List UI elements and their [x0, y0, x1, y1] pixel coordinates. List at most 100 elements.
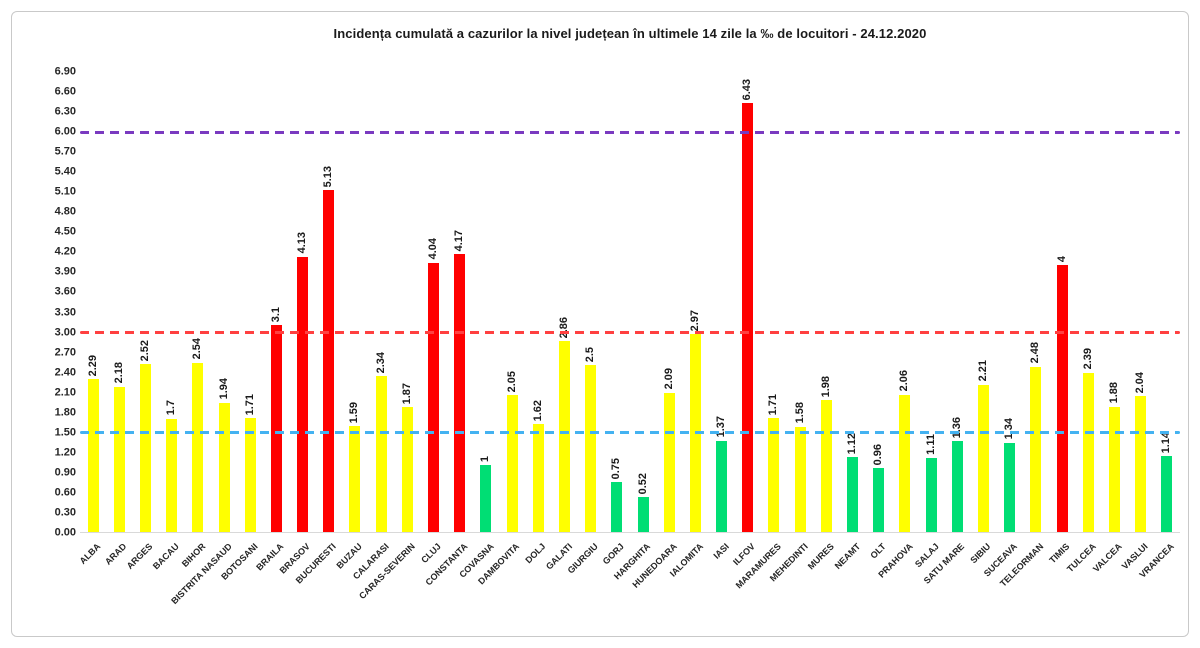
- bar-value-label: 2.97: [688, 309, 701, 331]
- x-cell: VRANCEA: [1138, 533, 1180, 643]
- bar: [1030, 366, 1042, 532]
- bar: [192, 362, 204, 532]
- y-axis-tick-label: 1.80: [54, 406, 76, 419]
- bar-cell: 0.96: [866, 72, 892, 532]
- x-cell: BRAILA: [255, 533, 289, 643]
- bar-value-label: 1.71: [243, 393, 256, 415]
- bar-cell: 2.97: [682, 72, 708, 532]
- x-cell: DAMBOVITA: [476, 533, 525, 643]
- bar-cell: 1.58: [787, 72, 813, 532]
- bar: [742, 103, 754, 532]
- bar: [716, 440, 728, 532]
- x-cell: COVASNA: [457, 533, 499, 643]
- x-cell: IASI: [709, 533, 735, 643]
- x-cell: VALCEA: [1091, 533, 1127, 643]
- x-cell: CLUJ: [419, 533, 446, 643]
- bar: [794, 426, 806, 532]
- bar-cell: 1.12: [839, 72, 865, 532]
- y-axis-tick-label: 0.60: [54, 486, 76, 499]
- x-cell: TIMIS: [1047, 533, 1075, 643]
- x-cell: HUNEDOARA: [630, 533, 682, 643]
- plot-area: 2.29 2.18 2.52 1.7 2.54 1.94 1.71 3.1 4.13 5.13 1.…: [80, 72, 1180, 533]
- threshold-line: [80, 430, 1180, 434]
- x-axis-category-label: IASI: [711, 541, 731, 561]
- bar-cell: 3.1: [263, 72, 289, 532]
- bar-value-label: 2.29: [86, 354, 99, 377]
- threshold-line: [80, 330, 1180, 334]
- bar-value-label: 1.36: [950, 416, 963, 439]
- x-axis: ALBA ARAD ARGES BACAU BIHOR BISTRITA NASAUD BO…: [78, 533, 1180, 643]
- bar-value-label: 2.39: [1081, 348, 1094, 370]
- y-axis-tick-label: 0.30: [54, 506, 76, 519]
- bar-value-label: 0.75: [610, 457, 623, 479]
- x-cell: ALBA: [78, 533, 106, 643]
- x-axis-category-label: TIMIS: [1047, 541, 1072, 566]
- bar-value-label: 2.05: [505, 370, 518, 393]
- bar: [1056, 265, 1068, 532]
- bar-cell: 1.34: [997, 72, 1023, 532]
- bar-value-label: 4.13: [296, 232, 309, 254]
- bar-cell: 2.05: [499, 72, 525, 532]
- bar-cell: 4.04: [420, 72, 446, 532]
- x-cell: BISTRITA NASAUD: [169, 533, 237, 643]
- bar-cell: 1.11: [918, 72, 944, 532]
- y-axis-tick-label: 3.60: [54, 285, 76, 298]
- y-axis-tick-label: 5.10: [54, 185, 76, 198]
- bar-cell: 6.43: [735, 72, 761, 532]
- bar-value-label: 1.71: [767, 393, 780, 415]
- y-axis-tick-label: 6.90: [54, 65, 76, 78]
- x-axis-category-label: CLUJ: [419, 541, 443, 565]
- bar-cell: 2.04: [1128, 72, 1154, 532]
- bar-value-label: 2.54: [191, 338, 204, 360]
- y-axis-tick-label: 5.40: [54, 165, 76, 178]
- bar: [1108, 406, 1120, 532]
- x-cell: MURES: [806, 533, 839, 643]
- y-axis-tick-label: 5.70: [54, 145, 76, 158]
- x-cell: PRAHOVA: [876, 533, 918, 643]
- y-axis-tick-label: 0.90: [54, 466, 76, 479]
- bar-cell: 1: [473, 72, 499, 532]
- chart-title: Incidența cumulată a cazurilor la nivel …: [333, 26, 927, 41]
- x-cell: GIURGIU: [566, 533, 604, 643]
- bar-cell: 1.62: [525, 72, 551, 532]
- x-cell: BOTOSANI: [219, 533, 263, 643]
- x-cell: MARAMURES: [734, 533, 787, 643]
- bar-cell: 2.06: [892, 72, 918, 532]
- y-axis-tick-label: 1.50: [54, 426, 76, 439]
- bar: [663, 392, 675, 532]
- y-axis-tick-label: 6.00: [54, 125, 76, 138]
- bar: [768, 418, 780, 532]
- bar-cell: 2.21: [970, 72, 996, 532]
- x-cell: OLT: [866, 533, 892, 643]
- bar-cell: 2.5: [578, 72, 604, 532]
- bar-cell: 2.52: [132, 72, 158, 532]
- bar: [506, 395, 518, 532]
- bar-cell: 1.87: [394, 72, 420, 532]
- x-cell: SALAJ: [913, 533, 944, 643]
- bar-cell: 1.36: [944, 72, 970, 532]
- x-cell: ARGES: [125, 533, 158, 643]
- y-axis-tick-label: 6.60: [54, 85, 76, 98]
- bar-value-label: 2.18: [112, 362, 125, 384]
- y-axis: 0.00 0.30 0.60 0.90 1.20 1.50 1.80 2.10 2.40 2.70…: [28, 66, 76, 538]
- bar-value-label: 1.59: [348, 401, 361, 423]
- y-axis-tick-label: 3.90: [54, 265, 76, 278]
- y-axis-tick-label: 4.20: [54, 245, 76, 258]
- x-cell: SUCEAVA: [982, 533, 1023, 643]
- bar-value-label: 2.21: [976, 360, 989, 382]
- bar-cell: 1.37: [709, 72, 735, 532]
- bar-value-label: 0.96: [872, 443, 885, 465]
- bar: [558, 341, 570, 532]
- bar: [637, 497, 649, 532]
- bar: [873, 468, 885, 532]
- bar-value-label: 6.43: [741, 78, 754, 101]
- bar: [349, 426, 361, 532]
- x-cell: MEHEDINTI: [767, 533, 813, 643]
- bar-cell: 2.39: [1075, 72, 1101, 532]
- x-cell: DOLJ: [524, 533, 551, 643]
- bar-value-label: 0.52: [636, 472, 649, 495]
- x-cell: VASLUI: [1120, 533, 1154, 643]
- x-cell: BUCURESTI: [294, 533, 342, 643]
- x-cell: BRASOV: [278, 533, 316, 643]
